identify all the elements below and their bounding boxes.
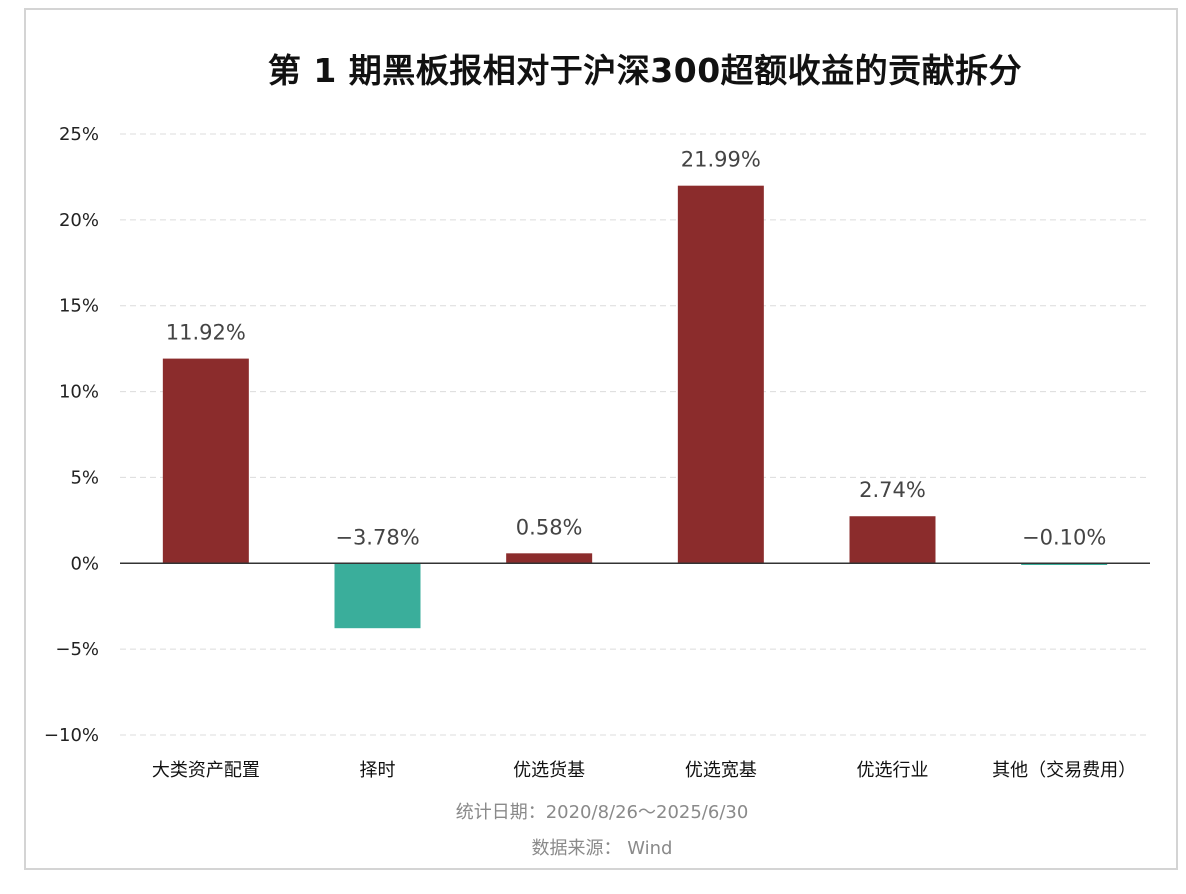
data-label: −0.10% [1022, 525, 1106, 549]
category-label: 优选宽基 [685, 760, 757, 781]
category-label: 优选货基 [513, 760, 585, 781]
y-tick-label: 25% [59, 124, 99, 145]
date-note: 统计日期：2020/8/26～2025/6/30 [455, 802, 749, 823]
y-tick-label: 15% [59, 296, 99, 317]
bar [506, 553, 593, 564]
chart-title: 第 1 期黑板报相对于沪深300超额收益的贡献拆分 [267, 51, 1023, 90]
data-label: 2.74% [859, 478, 926, 502]
bar [849, 516, 936, 564]
data-labels: 11.92% −3.78% 0.58% 21.99% 2.74% −0.10% [166, 148, 1107, 550]
category-label: 择时 [360, 760, 396, 781]
y-tick-label: 0% [70, 553, 99, 574]
category-label: 大类资产配置 [152, 760, 260, 781]
data-label: −3.78% [335, 525, 419, 549]
y-tick-label: 10% [59, 382, 99, 403]
y-tick-label: −5% [55, 639, 99, 660]
bar [334, 563, 421, 629]
bar [162, 358, 249, 564]
category-label: 优选行业 [857, 760, 929, 781]
source-note: 数据来源： Wind [531, 838, 673, 859]
data-label: 0.58% [516, 515, 583, 539]
y-tick-label: −10% [44, 725, 99, 746]
bar [677, 185, 764, 564]
data-label: 11.92% [166, 321, 246, 345]
y-axis-ticks: 25% 20% 15% 10% 5% 0% −5% −10% [44, 124, 99, 746]
category-label: 其他（交易费用） [992, 760, 1136, 781]
bar [1021, 563, 1108, 566]
gridlines [120, 133, 1150, 736]
bars [162, 185, 1108, 629]
y-tick-label: 5% [70, 467, 99, 488]
y-tick-label: 20% [59, 210, 99, 231]
data-label: 21.99% [681, 148, 761, 172]
category-labels: 大类资产配置 择时 优选货基 优选宽基 优选行业 其他（交易费用） [152, 760, 1136, 781]
